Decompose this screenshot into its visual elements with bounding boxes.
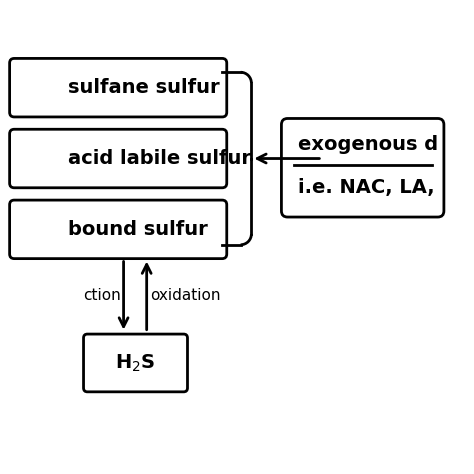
Text: i.e. NAC, LA,: i.e. NAC, LA, bbox=[298, 178, 435, 197]
FancyBboxPatch shape bbox=[9, 200, 227, 259]
FancyBboxPatch shape bbox=[83, 334, 188, 392]
Text: oxidation: oxidation bbox=[150, 288, 220, 303]
FancyBboxPatch shape bbox=[282, 118, 444, 217]
Text: acid labile sulfur: acid labile sulfur bbox=[68, 149, 251, 168]
FancyBboxPatch shape bbox=[9, 129, 227, 188]
Text: H$_2$S: H$_2$S bbox=[115, 352, 155, 374]
Text: sulfane sulfur: sulfane sulfur bbox=[68, 78, 220, 97]
Text: bound sulfur: bound sulfur bbox=[68, 220, 208, 239]
FancyBboxPatch shape bbox=[9, 58, 227, 117]
Text: exogenous d: exogenous d bbox=[298, 135, 438, 154]
Text: ction: ction bbox=[83, 288, 120, 303]
